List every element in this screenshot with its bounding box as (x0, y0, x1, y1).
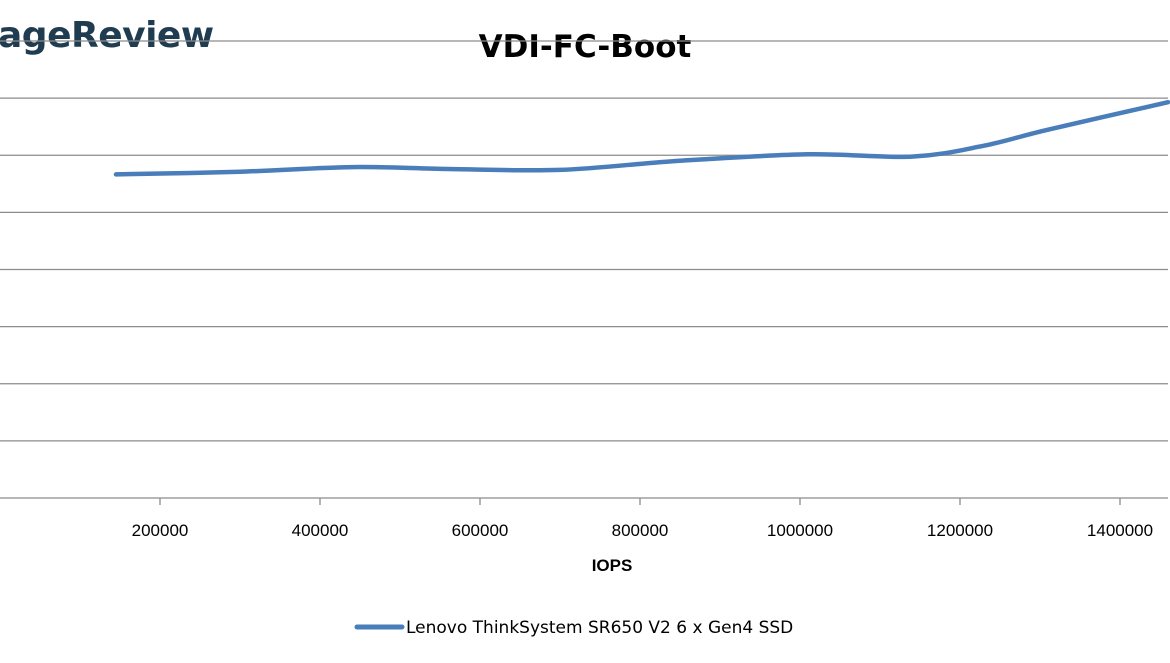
gridlines (0, 40, 1168, 499)
legend-label: Lenovo ThinkSystem SR650 V2 6 x Gen4 SSD (406, 618, 793, 638)
x-tick-label: 800000 (612, 521, 669, 540)
watermark-logo-text: ageReview (0, 15, 214, 56)
legend: Lenovo ThinkSystem SR650 V2 6 x Gen4 SSD (354, 618, 793, 638)
x-axis-label: IOPS (592, 556, 633, 575)
x-tick-label: 1000000 (767, 521, 833, 540)
x-tick-label: 600000 (452, 521, 509, 540)
x-tick-label: 1200000 (927, 521, 993, 540)
x-tick-label: 400000 (292, 521, 349, 540)
series-line-0 (113, 99, 1170, 177)
x-axis: 200000 400000 600000 800000 1000000 1200000 14… (132, 498, 1153, 540)
x-tick-label: 200000 (132, 521, 189, 540)
x-tick-label: 1400000 (1087, 521, 1153, 540)
chart-title: VDI-FC-Boot (479, 29, 692, 65)
series-layer (113, 99, 1170, 177)
